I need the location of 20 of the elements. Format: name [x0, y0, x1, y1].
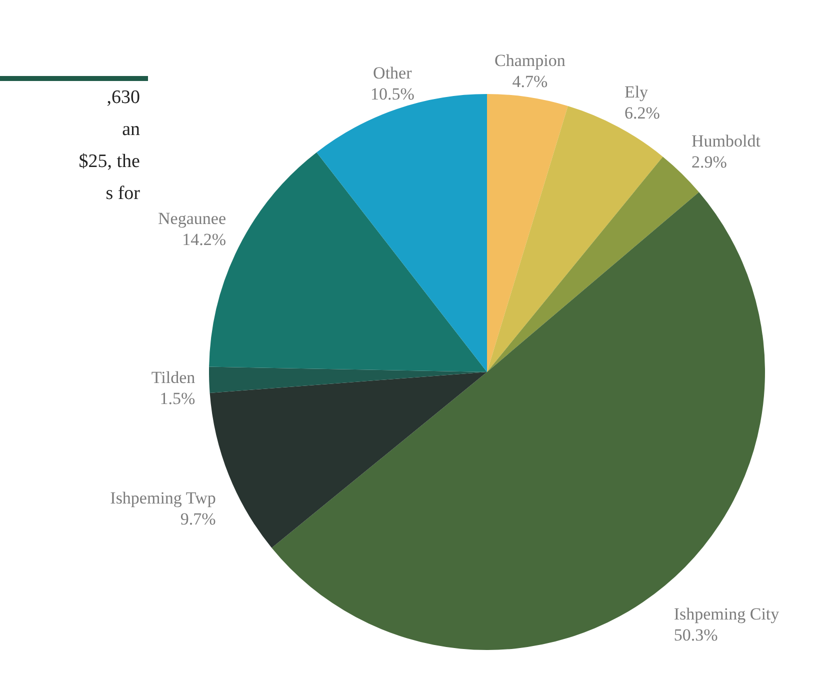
text: $25, the — [78, 150, 140, 174]
data-label: 4.7% — [512, 72, 548, 92]
data-label: 10.5% — [370, 84, 414, 104]
slice-label: Tilden — [151, 368, 196, 388]
data-label: 50.3% — [674, 625, 718, 644]
slice-label: Negaunee — [158, 209, 226, 228]
slice-label: Ely — [624, 82, 649, 102]
slice-label: Champion — [494, 51, 566, 70]
slice-label: Humboldt — [692, 132, 761, 151]
slice-label: Ishpeming Twp — [110, 488, 216, 508]
data-label: 2.9% — [692, 152, 727, 172]
text: s for — [104, 182, 140, 206]
data-label: 14.2% — [182, 230, 226, 250]
data-label: 6.2% — [624, 103, 660, 122]
data-label: 1.5% — [160, 389, 196, 408]
text: ,630 — [106, 86, 140, 110]
data-label: 9.7% — [180, 509, 216, 528]
slice-label: Other — [373, 64, 412, 83]
slice-label: Ishpeming City — [674, 604, 780, 624]
text: an — [121, 118, 140, 142]
